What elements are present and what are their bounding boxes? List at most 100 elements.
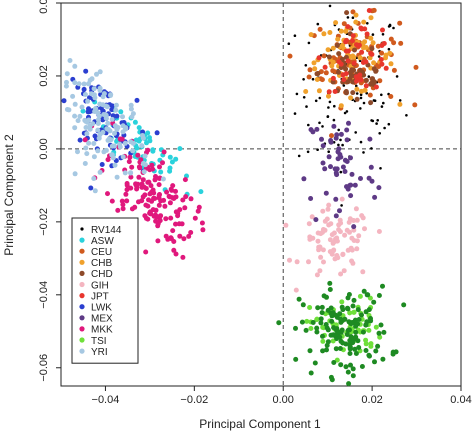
data-point bbox=[341, 21, 347, 27]
data-point bbox=[366, 8, 372, 13]
data-point bbox=[113, 102, 119, 108]
data-point bbox=[88, 185, 94, 191]
data-point bbox=[331, 230, 337, 236]
data-point bbox=[133, 181, 139, 187]
data-point bbox=[349, 73, 354, 79]
data-point bbox=[316, 22, 320, 26]
data-point bbox=[195, 208, 201, 214]
data-point bbox=[312, 360, 318, 366]
legend-label: MEX bbox=[91, 314, 113, 325]
data-point bbox=[338, 271, 344, 277]
legend-label: JPT bbox=[91, 291, 109, 302]
data-point bbox=[141, 169, 147, 175]
data-point bbox=[295, 92, 299, 96]
data-point bbox=[349, 171, 355, 177]
data-point bbox=[283, 222, 289, 228]
data-point bbox=[139, 181, 145, 187]
data-point bbox=[348, 193, 354, 199]
data-point bbox=[293, 112, 297, 115]
data-point bbox=[344, 137, 350, 143]
data-point bbox=[129, 206, 135, 212]
data-point bbox=[336, 51, 342, 57]
data-point bbox=[89, 76, 95, 82]
data-point bbox=[293, 356, 299, 362]
legend-item-rv144: RV144 bbox=[80, 225, 122, 236]
data-point bbox=[320, 324, 326, 330]
data-point bbox=[350, 260, 356, 266]
data-point bbox=[413, 64, 419, 70]
data-point bbox=[337, 334, 343, 340]
reference-lines bbox=[61, 3, 461, 386]
data-point bbox=[345, 58, 351, 64]
data-point bbox=[330, 79, 336, 85]
data-point bbox=[140, 194, 146, 200]
data-point bbox=[359, 88, 364, 94]
data-point bbox=[139, 198, 145, 204]
data-point bbox=[325, 339, 331, 345]
data-point bbox=[130, 148, 136, 154]
data-point bbox=[114, 127, 120, 132]
legend-marker bbox=[79, 259, 85, 265]
data-point bbox=[328, 139, 334, 145]
data-point bbox=[377, 78, 383, 84]
data-point bbox=[173, 209, 179, 215]
data-point bbox=[361, 288, 367, 294]
data-point bbox=[345, 24, 351, 30]
data-point bbox=[346, 381, 352, 387]
data-point bbox=[351, 227, 357, 233]
data-point bbox=[128, 106, 134, 112]
data-point bbox=[306, 221, 312, 227]
data-point bbox=[362, 151, 365, 154]
data-point bbox=[359, 312, 364, 318]
data-point bbox=[333, 346, 339, 352]
data-point bbox=[149, 162, 155, 168]
data-point bbox=[366, 175, 372, 181]
data-point bbox=[326, 202, 332, 208]
data-point bbox=[338, 103, 344, 109]
data-point bbox=[145, 130, 151, 136]
x-axis: −0.04 −0.02 0.00 0.02 0.04 bbox=[92, 386, 472, 406]
data-point bbox=[151, 213, 157, 219]
data-point bbox=[337, 208, 342, 214]
data-point bbox=[368, 35, 374, 41]
data-point bbox=[343, 111, 347, 115]
legend-marker bbox=[80, 227, 84, 231]
data-point bbox=[128, 102, 134, 108]
data-point bbox=[198, 189, 204, 195]
data-point bbox=[192, 215, 198, 221]
data-point bbox=[336, 69, 341, 75]
data-point bbox=[337, 217, 343, 223]
data-point bbox=[76, 81, 82, 87]
data-point bbox=[361, 72, 367, 78]
data-point bbox=[339, 138, 342, 142]
data-point bbox=[348, 321, 354, 327]
data-point bbox=[340, 252, 346, 258]
data-point bbox=[320, 338, 326, 344]
y-tick-label: 0.02 bbox=[38, 65, 50, 86]
legend-item-mkk: MKK bbox=[79, 325, 113, 336]
data-point bbox=[318, 254, 324, 260]
data-point bbox=[293, 287, 299, 293]
data-point bbox=[188, 196, 194, 202]
series-mkk bbox=[82, 120, 206, 260]
data-point bbox=[196, 204, 202, 210]
data-point bbox=[341, 77, 347, 83]
data-point bbox=[344, 127, 350, 133]
data-point bbox=[353, 74, 359, 80]
y-tick-label: −0.06 bbox=[38, 354, 50, 382]
data-point bbox=[324, 347, 329, 353]
x-axis-label: Principal Component 1 bbox=[199, 417, 321, 431]
legend-item-asw: ASW bbox=[79, 236, 114, 247]
data-point bbox=[93, 106, 98, 112]
data-point bbox=[309, 214, 315, 220]
data-point bbox=[392, 26, 395, 30]
data-point bbox=[97, 169, 103, 175]
data-point bbox=[350, 38, 355, 44]
data-point bbox=[92, 95, 98, 101]
data-point bbox=[325, 206, 331, 212]
data-point bbox=[306, 259, 311, 265]
legend-item-tsi: TSI bbox=[79, 336, 107, 347]
data-point bbox=[343, 364, 349, 370]
data-point bbox=[383, 126, 386, 130]
data-point bbox=[320, 208, 326, 214]
